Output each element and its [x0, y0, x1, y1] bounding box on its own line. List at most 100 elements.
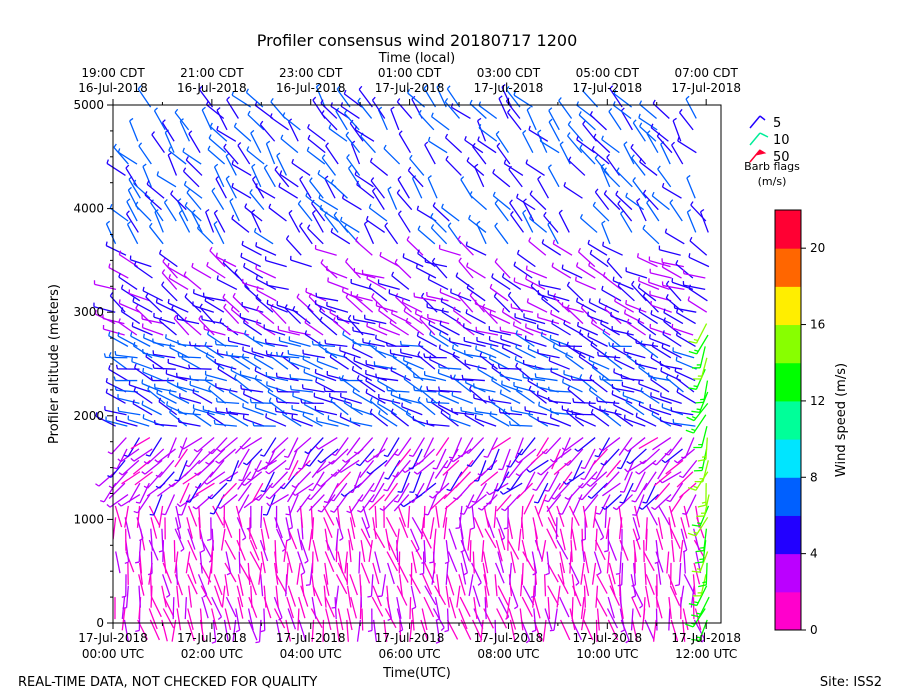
wind-barb-shaft [163, 551, 167, 574]
wind-barb-half [328, 461, 333, 465]
wind-barb-shaft [410, 585, 417, 608]
wind-barb-shaft [687, 299, 708, 313]
wind-barb-half [624, 468, 629, 473]
wind-barb-shaft [639, 125, 657, 142]
wind-barb-half [356, 375, 360, 380]
wind-barb [682, 269, 706, 279]
wind-barb-half [256, 286, 259, 291]
wind-barb-half [320, 259, 324, 264]
wind-barb [421, 540, 427, 564]
wind-barb-half [117, 331, 120, 337]
wind-barb [482, 562, 488, 585]
wind-barb-shaft [199, 608, 203, 631]
wind-barb [185, 551, 191, 574]
wind-barb-shaft [439, 324, 460, 336]
wind-barb-half [440, 297, 443, 302]
wind-barb [573, 345, 595, 359]
wind-barb [108, 482, 126, 499]
wind-barb-shaft [537, 316, 560, 325]
wind-barb-shaft [170, 193, 187, 211]
wind-barb [401, 402, 423, 416]
wind-barb-shaft [407, 170, 424, 188]
wind-barb [568, 505, 580, 526]
wind-barb [250, 209, 262, 233]
wind-barb-half [409, 500, 414, 503]
wind-barb [203, 325, 226, 336]
wind-barb [477, 459, 498, 477]
wind-barb [173, 314, 190, 336]
wind-barb-half [474, 299, 477, 304]
wind-barb [391, 271, 410, 290]
wind-barb-shaft [128, 482, 141, 503]
wind-barb [309, 177, 324, 199]
wind-barb-shaft [405, 321, 425, 336]
wind-barb [619, 471, 633, 493]
wind-barb [553, 459, 572, 476]
wind-barb [427, 175, 438, 199]
wind-barb-shaft [668, 597, 672, 620]
wind-barb-half [682, 549, 688, 553]
wind-barb-shaft [502, 311, 522, 325]
wind-barb-half [579, 144, 583, 149]
wind-barb-shaft [615, 194, 633, 211]
wind-barb-shaft [148, 505, 161, 526]
wind-barb-shaft [420, 528, 432, 549]
wind-barb [663, 308, 684, 325]
wind-barb [346, 154, 361, 176]
wind-barb-half [506, 465, 511, 468]
wind-barb-half [135, 629, 140, 633]
wind-barb [358, 85, 373, 108]
wind-barb-shaft [648, 376, 671, 382]
wind-barb-shaft [643, 471, 657, 491]
wind-barb-half [678, 475, 684, 479]
wind-barb-half [489, 283, 493, 289]
wind-barb [323, 574, 330, 596]
wind-barb-shaft [587, 315, 609, 325]
wind-barb [176, 585, 180, 608]
wind-barb [315, 292, 339, 302]
wind-barb-shaft [152, 342, 175, 348]
wind-barb-shaft [287, 437, 299, 458]
wind-barb [240, 384, 264, 393]
wind-barb-shaft [416, 267, 437, 279]
wind-barb-shaft [164, 494, 176, 515]
wind-barb-shaft [662, 333, 682, 347]
wind-barb-shaft [536, 437, 550, 457]
wind-barb [224, 608, 232, 631]
wind-barb-half [208, 385, 212, 390]
wind-barb-half [279, 486, 285, 490]
wind-barb-shaft [320, 448, 339, 464]
wind-barb-shaft [543, 215, 559, 233]
wind-barb-shaft [572, 413, 595, 416]
wind-barb-shaft [320, 471, 338, 487]
wind-barb [241, 353, 262, 370]
wind-barb-half [107, 451, 112, 455]
wind-barb-half [348, 164, 352, 169]
wind-barb-half [237, 142, 242, 146]
wind-barb-shaft [351, 294, 373, 302]
wind-barb-shaft [251, 351, 274, 359]
wind-barb [168, 389, 190, 404]
wind-barb-half [561, 264, 564, 269]
wind-barb-shaft [570, 517, 574, 540]
wind-barb [273, 562, 279, 585]
wind-barb-shaft [126, 224, 139, 245]
wind-barb-half [550, 309, 553, 315]
wind-barb-shaft [480, 619, 484, 642]
wind-barb-half [691, 416, 697, 419]
wind-barb-shaft [489, 414, 510, 427]
wind-barb-shaft [423, 596, 435, 618]
wind-barb [568, 156, 586, 176]
wind-barb-half [415, 548, 420, 552]
wind-barb [249, 188, 265, 211]
wind-barb [469, 540, 472, 563]
wind-barb [469, 291, 485, 313]
wind-barb-half [603, 167, 607, 172]
wind-barb [595, 494, 611, 515]
wind-barb [614, 297, 635, 313]
wind-barb [368, 540, 373, 562]
wind-barb-half [205, 352, 209, 357]
wind-barb [113, 143, 129, 165]
wind-barb-shaft [156, 174, 177, 188]
wind-barb-shaft [522, 212, 534, 233]
